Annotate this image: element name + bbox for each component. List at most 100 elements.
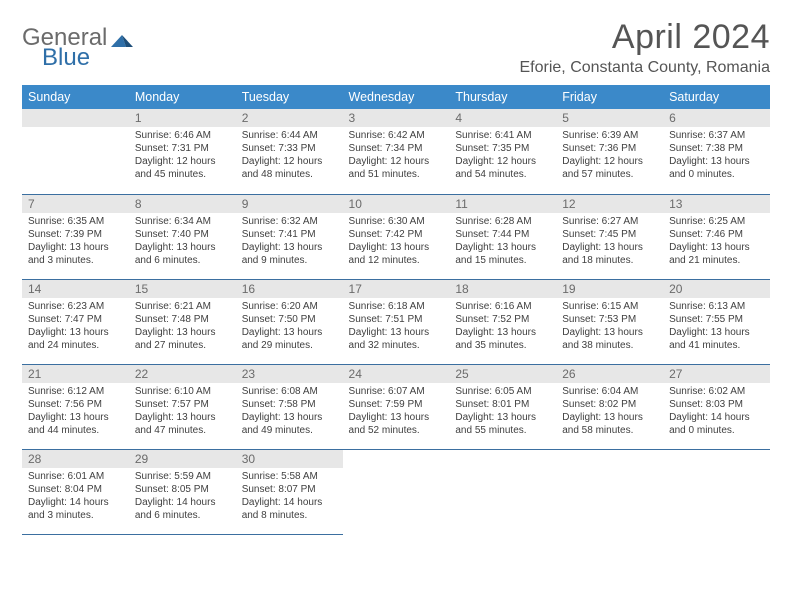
calendar-empty-cell xyxy=(663,449,770,534)
day-details: Sunrise: 6:02 AMSunset: 8:03 PMDaylight:… xyxy=(663,383,770,441)
calendar-day-cell: 24Sunrise: 6:07 AMSunset: 7:59 PMDayligh… xyxy=(343,364,450,449)
daylight-line: Daylight: 12 hours and 57 minutes. xyxy=(562,155,657,181)
daynum: 11 xyxy=(449,195,556,213)
sunrise-line: Sunrise: 6:28 AM xyxy=(455,215,550,228)
calendar-day-cell: 22Sunrise: 6:10 AMSunset: 7:57 PMDayligh… xyxy=(129,364,236,449)
daynum: 5 xyxy=(556,109,663,127)
logo-mark-icon xyxy=(111,29,133,52)
logo-blue-wrap: Blue xyxy=(42,44,90,72)
daylight-line: Daylight: 13 hours and 0 minutes. xyxy=(669,155,764,181)
daylight-line: Daylight: 13 hours and 9 minutes. xyxy=(242,241,337,267)
day-details: Sunrise: 6:18 AMSunset: 7:51 PMDaylight:… xyxy=(343,298,450,356)
daynum: 1 xyxy=(129,109,236,127)
calendar-day-cell: 13Sunrise: 6:25 AMSunset: 7:46 PMDayligh… xyxy=(663,194,770,279)
calendar-empty-cell xyxy=(556,449,663,534)
daynum: 15 xyxy=(129,280,236,298)
calendar-day-cell: 16Sunrise: 6:20 AMSunset: 7:50 PMDayligh… xyxy=(236,279,343,364)
sunset-line: Sunset: 8:04 PM xyxy=(28,483,123,496)
calendar-day-cell: 6Sunrise: 6:37 AMSunset: 7:38 PMDaylight… xyxy=(663,109,770,194)
daylight-line: Daylight: 13 hours and 47 minutes. xyxy=(135,411,230,437)
sunset-line: Sunset: 7:40 PM xyxy=(135,228,230,241)
sunset-line: Sunset: 8:01 PM xyxy=(455,398,550,411)
sunrise-line: Sunrise: 6:20 AM xyxy=(242,300,337,313)
calendar-day-cell: 15Sunrise: 6:21 AMSunset: 7:48 PMDayligh… xyxy=(129,279,236,364)
sunrise-line: Sunrise: 6:10 AM xyxy=(135,385,230,398)
daynum-empty xyxy=(22,109,129,127)
sunrise-line: Sunrise: 6:02 AM xyxy=(669,385,764,398)
calendar-day-cell: 30Sunrise: 5:58 AMSunset: 8:07 PMDayligh… xyxy=(236,449,343,534)
day-details: Sunrise: 6:07 AMSunset: 7:59 PMDaylight:… xyxy=(343,383,450,441)
sunset-line: Sunset: 7:38 PM xyxy=(669,142,764,155)
calendar-day-cell: 28Sunrise: 6:01 AMSunset: 8:04 PMDayligh… xyxy=(22,449,129,534)
calendar-table: SundayMondayTuesdayWednesdayThursdayFrid… xyxy=(22,85,770,535)
daylight-line: Daylight: 14 hours and 0 minutes. xyxy=(669,411,764,437)
calendar-day-cell: 2Sunrise: 6:44 AMSunset: 7:33 PMDaylight… xyxy=(236,109,343,194)
day-details: Sunrise: 6:15 AMSunset: 7:53 PMDaylight:… xyxy=(556,298,663,356)
calendar-day-cell: 25Sunrise: 6:05 AMSunset: 8:01 PMDayligh… xyxy=(449,364,556,449)
sunrise-line: Sunrise: 5:59 AM xyxy=(135,470,230,483)
daylight-line: Daylight: 13 hours and 32 minutes. xyxy=(349,326,444,352)
calendar-header-row: SundayMondayTuesdayWednesdayThursdayFrid… xyxy=(22,85,770,109)
daylight-line: Daylight: 12 hours and 45 minutes. xyxy=(135,155,230,181)
sunrise-line: Sunrise: 6:41 AM xyxy=(455,129,550,142)
sunset-line: Sunset: 7:51 PM xyxy=(349,313,444,326)
calendar-day-cell: 11Sunrise: 6:28 AMSunset: 7:44 PMDayligh… xyxy=(449,194,556,279)
daylight-line: Daylight: 13 hours and 27 minutes. xyxy=(135,326,230,352)
sunset-line: Sunset: 7:46 PM xyxy=(669,228,764,241)
sunrise-line: Sunrise: 6:39 AM xyxy=(562,129,657,142)
daynum: 19 xyxy=(556,280,663,298)
day-header: Friday xyxy=(556,85,663,109)
sunrise-line: Sunrise: 6:34 AM xyxy=(135,215,230,228)
day-details: Sunrise: 6:23 AMSunset: 7:47 PMDaylight:… xyxy=(22,298,129,356)
sunrise-line: Sunrise: 6:16 AM xyxy=(455,300,550,313)
sunset-line: Sunset: 8:03 PM xyxy=(669,398,764,411)
daynum: 27 xyxy=(663,365,770,383)
daynum: 22 xyxy=(129,365,236,383)
day-details: Sunrise: 6:28 AMSunset: 7:44 PMDaylight:… xyxy=(449,213,556,271)
calendar-week-row: 21Sunrise: 6:12 AMSunset: 7:56 PMDayligh… xyxy=(22,364,770,449)
sunrise-line: Sunrise: 5:58 AM xyxy=(242,470,337,483)
daylight-line: Daylight: 13 hours and 21 minutes. xyxy=(669,241,764,267)
daynum: 14 xyxy=(22,280,129,298)
day-header: Saturday xyxy=(663,85,770,109)
sunset-line: Sunset: 7:48 PM xyxy=(135,313,230,326)
day-details: Sunrise: 6:27 AMSunset: 7:45 PMDaylight:… xyxy=(556,213,663,271)
sunset-line: Sunset: 8:02 PM xyxy=(562,398,657,411)
sunrise-line: Sunrise: 6:25 AM xyxy=(669,215,764,228)
daylight-line: Daylight: 14 hours and 6 minutes. xyxy=(135,496,230,522)
sunset-line: Sunset: 7:45 PM xyxy=(562,228,657,241)
sunrise-line: Sunrise: 6:21 AM xyxy=(135,300,230,313)
day-details: Sunrise: 6:34 AMSunset: 7:40 PMDaylight:… xyxy=(129,213,236,271)
daylight-line: Daylight: 13 hours and 3 minutes. xyxy=(28,241,123,267)
day-details: Sunrise: 6:25 AMSunset: 7:46 PMDaylight:… xyxy=(663,213,770,271)
day-details: Sunrise: 6:12 AMSunset: 7:56 PMDaylight:… xyxy=(22,383,129,441)
day-details: Sunrise: 6:21 AMSunset: 7:48 PMDaylight:… xyxy=(129,298,236,356)
calendar-day-cell: 21Sunrise: 6:12 AMSunset: 7:56 PMDayligh… xyxy=(22,364,129,449)
calendar-day-cell: 12Sunrise: 6:27 AMSunset: 7:45 PMDayligh… xyxy=(556,194,663,279)
sunset-line: Sunset: 7:34 PM xyxy=(349,142,444,155)
title-block: April 2024 Eforie, Constanta County, Rom… xyxy=(520,18,771,77)
daylight-line: Daylight: 14 hours and 3 minutes. xyxy=(28,496,123,522)
calendar-day-cell: 8Sunrise: 6:34 AMSunset: 7:40 PMDaylight… xyxy=(129,194,236,279)
sunrise-line: Sunrise: 6:32 AM xyxy=(242,215,337,228)
day-details: Sunrise: 6:16 AMSunset: 7:52 PMDaylight:… xyxy=(449,298,556,356)
daynum: 13 xyxy=(663,195,770,213)
calendar-empty-cell xyxy=(22,109,129,194)
daynum: 7 xyxy=(22,195,129,213)
calendar-day-cell: 29Sunrise: 5:59 AMSunset: 8:05 PMDayligh… xyxy=(129,449,236,534)
daynum: 18 xyxy=(449,280,556,298)
day-details: Sunrise: 6:01 AMSunset: 8:04 PMDaylight:… xyxy=(22,468,129,526)
daynum: 21 xyxy=(22,365,129,383)
daylight-line: Daylight: 12 hours and 48 minutes. xyxy=(242,155,337,181)
daynum: 4 xyxy=(449,109,556,127)
calendar-body: 1Sunrise: 6:46 AMSunset: 7:31 PMDaylight… xyxy=(22,109,770,534)
daylight-line: Daylight: 13 hours and 6 minutes. xyxy=(135,241,230,267)
calendar-week-row: 1Sunrise: 6:46 AMSunset: 7:31 PMDaylight… xyxy=(22,109,770,194)
calendar-day-cell: 9Sunrise: 6:32 AMSunset: 7:41 PMDaylight… xyxy=(236,194,343,279)
daynum: 2 xyxy=(236,109,343,127)
sunset-line: Sunset: 7:42 PM xyxy=(349,228,444,241)
day-header: Sunday xyxy=(22,85,129,109)
day-header: Monday xyxy=(129,85,236,109)
daynum: 28 xyxy=(22,450,129,468)
day-details: Sunrise: 6:20 AMSunset: 7:50 PMDaylight:… xyxy=(236,298,343,356)
